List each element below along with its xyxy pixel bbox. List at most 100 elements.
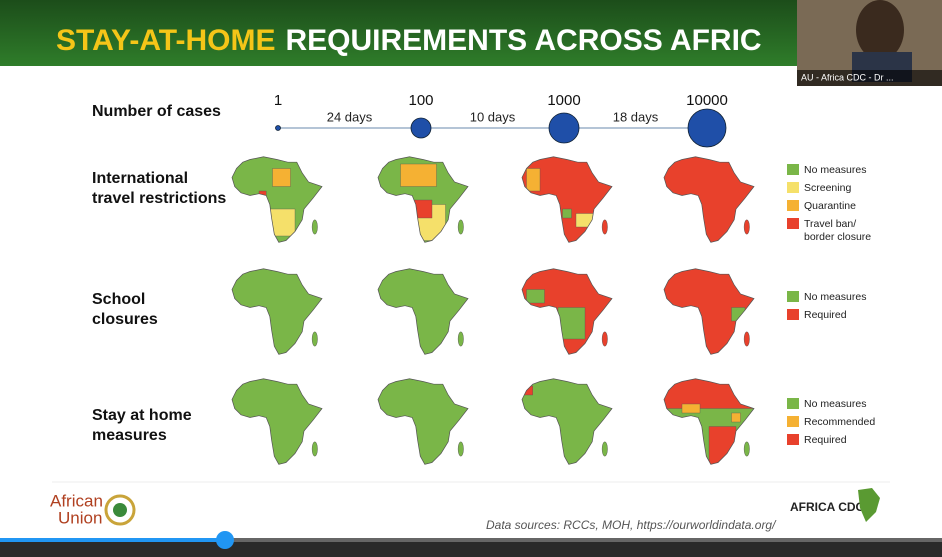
- case-circle: [548, 112, 580, 144]
- map-region: [708, 426, 737, 465]
- interval-label: 18 days: [613, 109, 659, 124]
- legend-swatch: [787, 309, 799, 320]
- data-source: Data sources: RCCs, MOH, https://ourworl…: [486, 518, 777, 532]
- map-base: [232, 378, 322, 465]
- map-region: [731, 307, 746, 322]
- map-fill: [232, 378, 322, 465]
- timeline-label: Number of cases: [92, 103, 221, 120]
- africa-map: [231, 156, 323, 243]
- legend-swatch: [787, 182, 799, 193]
- map-region: [526, 289, 545, 304]
- map-outline: [231, 378, 323, 465]
- player-bar: [0, 540, 942, 557]
- progress-track: [0, 538, 942, 542]
- map-fill: [664, 378, 755, 465]
- row-label: International: [92, 170, 188, 187]
- map-region: [575, 213, 595, 228]
- legend-label: Required: [804, 434, 847, 446]
- africa-map: [521, 378, 613, 465]
- map-outline: [521, 156, 613, 243]
- map-region: [272, 168, 291, 187]
- row-label: measures: [92, 427, 167, 444]
- map-region: [735, 208, 746, 219]
- africa-map: [377, 378, 469, 465]
- case-circle: [275, 125, 281, 131]
- map-region: [731, 412, 741, 423]
- legend-label: border closure: [804, 231, 871, 243]
- cdc-logo: AFRICA CDC: [790, 500, 865, 514]
- webcam-label-bg: [797, 70, 942, 86]
- webcam-label: AU - Africa CDC - Dr ...: [801, 72, 894, 82]
- map-outline: [377, 156, 469, 243]
- title-band: [0, 0, 942, 66]
- map-fill: [522, 156, 612, 243]
- au-logo-line2: Union: [58, 508, 102, 527]
- case-circle: [410, 117, 432, 139]
- map-region: [526, 168, 541, 192]
- africa-map: [663, 156, 755, 243]
- webcam-person: [856, 0, 904, 60]
- legend-swatch: [787, 164, 799, 175]
- africa-map: [663, 378, 755, 465]
- madagascar: [601, 219, 608, 235]
- africa-map: [231, 378, 323, 465]
- progress-handle[interactable]: [216, 531, 234, 549]
- map-fill: [378, 268, 468, 355]
- row-label: closures: [92, 311, 158, 328]
- legend-label: Required: [804, 309, 847, 321]
- map-base: [664, 156, 754, 243]
- row-label: School: [92, 291, 145, 308]
- map-fill: [522, 268, 612, 355]
- legend-swatch: [787, 398, 799, 409]
- interval-label: 24 days: [327, 109, 373, 124]
- madagascar: [311, 219, 318, 235]
- map-fill: [232, 268, 322, 355]
- madagascar: [457, 331, 464, 347]
- map-base: [378, 268, 468, 355]
- madagascar: [311, 441, 318, 457]
- map-outline: [521, 268, 613, 355]
- map-base: [232, 268, 322, 355]
- map-base: [378, 378, 468, 465]
- row-label: Stay at home: [92, 407, 192, 424]
- au-logo-line1: African: [50, 491, 103, 510]
- africa-map: [521, 156, 613, 243]
- map-fill: [378, 156, 468, 243]
- legend-label: Screening: [804, 182, 851, 194]
- africa-map: [231, 268, 323, 355]
- timeline: Number of cases 1 100 1000 10000 24 days 10 d…: [92, 92, 728, 148]
- legend-label: No measures: [804, 398, 866, 410]
- map-region: [562, 208, 572, 219]
- case-milestone: 1000: [547, 92, 580, 109]
- interval-label: 10 days: [470, 109, 516, 124]
- madagascar: [601, 331, 608, 347]
- madagascar: [457, 219, 464, 235]
- map-base: [522, 378, 612, 465]
- map-fill: [664, 156, 754, 243]
- legend-label: Travel ban/: [804, 218, 856, 230]
- africa-map: [663, 268, 755, 355]
- legend-swatch: [787, 200, 799, 211]
- map-outline: [377, 378, 469, 465]
- legend-swatch: [787, 291, 799, 302]
- map-outline: [231, 268, 323, 355]
- map-region: [400, 163, 437, 187]
- africa-map: [521, 268, 613, 355]
- title: STAY-AT-HOME REQUIREMENTS ACROSS AFRIC: [56, 24, 762, 57]
- map-outline: [231, 156, 323, 243]
- case-milestone: 100: [408, 92, 433, 109]
- case-milestone: 10000: [686, 92, 728, 109]
- legend-swatch: [787, 416, 799, 427]
- africa-map: [377, 156, 469, 243]
- progress-fill: [0, 538, 225, 542]
- au-emblem: [104, 494, 136, 526]
- map-region: [522, 385, 533, 396]
- case-milestone: 1: [274, 92, 282, 109]
- madagascar: [743, 219, 750, 235]
- cdc-emblem: [858, 488, 880, 522]
- madagascar: [743, 331, 750, 347]
- madagascar: [311, 331, 318, 347]
